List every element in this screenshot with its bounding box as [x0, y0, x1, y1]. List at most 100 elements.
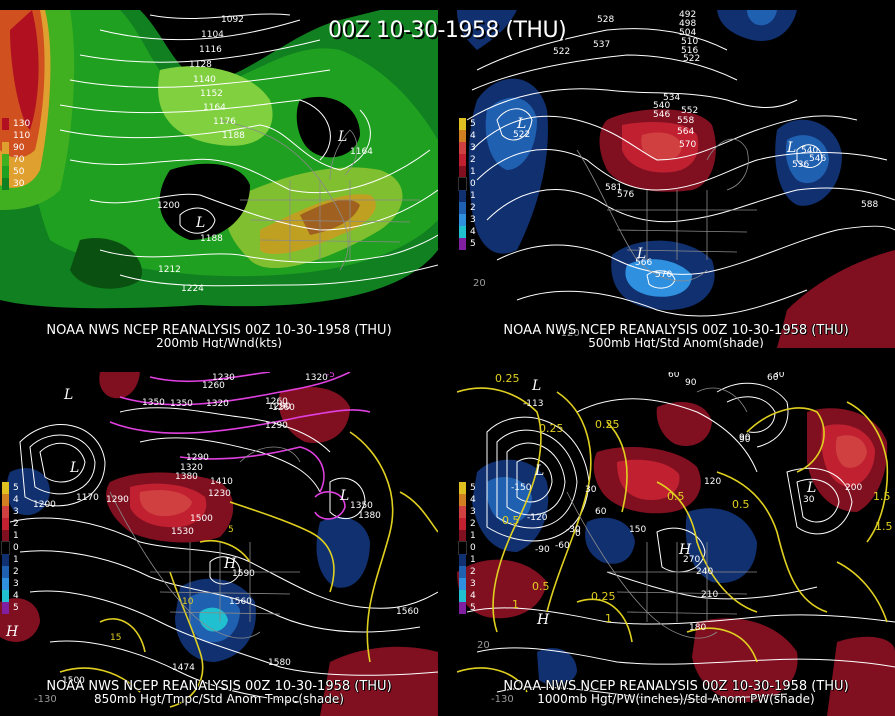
contour-label: 5 [228, 525, 234, 535]
legend-swatch: 1 [459, 190, 493, 202]
low-pressure-marker: L [69, 460, 79, 476]
legend-color [459, 118, 466, 130]
map-500mb: 528 492 498 504 510 516 522 537 522 534 … [457, 10, 895, 348]
low-pressure-marker: L [636, 246, 646, 262]
low-pressure-marker: L [516, 116, 526, 132]
contour-label: -90 [535, 545, 550, 555]
contour-label: 1320 [180, 463, 203, 473]
contour-label: 540 [653, 101, 670, 111]
contour-label: 200 [845, 483, 862, 493]
legend-color [459, 482, 466, 494]
contour-label: 522 [553, 47, 570, 57]
contour-label: 552 [681, 106, 698, 116]
legend-color [2, 602, 9, 614]
legend-color [2, 578, 9, 590]
contour-label: 1350 [142, 398, 165, 408]
legend-color [2, 530, 9, 542]
color-scale-200mb: 130 110 90 70 50 30 [2, 118, 36, 190]
contour-label: 510 [681, 37, 698, 47]
contour-label: 522 [683, 54, 700, 64]
legend-color [458, 177, 467, 191]
contour-labels-200mb: 1092 1104 1116 1128 1140 1152 1164 1176 … [157, 15, 373, 294]
legend-label: 4 [13, 495, 19, 505]
legend-color [459, 214, 466, 226]
legend-swatch: 4 [459, 590, 493, 602]
contour-label: 60 [595, 507, 607, 517]
contour-label: 1290 [106, 495, 129, 505]
panel-500mb: 528 492 498 504 510 516 522 537 522 534 … [457, 10, 895, 348]
legend-swatch: 5 [2, 482, 36, 494]
legend-color [459, 190, 466, 202]
contour-label: 0.25 [495, 372, 520, 385]
legend-swatch: 3 [459, 506, 493, 518]
legend-swatch: 1 [459, 530, 493, 542]
legend-label: 4 [470, 227, 476, 237]
contour-labels-1000mb: 0.25 0.25 0.25 0.5 0.5 0.5 0.5 1 1 1.5 1… [477, 372, 893, 705]
contour-label: 546 [653, 110, 670, 120]
legend-color [459, 154, 466, 166]
contour-label: 60 [767, 373, 779, 383]
legend-label: 2 [470, 155, 476, 165]
high-pressure-marker: H [678, 542, 692, 558]
map-200mb: 1092 1104 1116 1128 1140 1152 1164 1176 … [0, 10, 438, 348]
legend-label: 1 [13, 555, 19, 565]
legend-swatch: 3 [459, 578, 493, 590]
contour-label: 1128 [189, 60, 212, 70]
contour-label: 1 [605, 612, 612, 625]
panel-caption-subtitle: 500mb Hgt/Std Anom(shade) [588, 336, 764, 349]
legend-color [459, 566, 466, 578]
low-pressure-marker: L [339, 488, 349, 504]
legend-color [459, 494, 466, 506]
contour-label: 1.5 [873, 490, 891, 503]
contour-label: 90 [739, 435, 751, 445]
legend-color [459, 142, 466, 154]
contour-label: 576 [617, 190, 634, 200]
contour-label: -30 [566, 525, 581, 535]
contour-label: 270 [683, 555, 700, 565]
legend-swatch: 0 [458, 541, 493, 555]
contour-label: 1474 [172, 663, 195, 673]
legend-swatch: 2 [459, 202, 493, 214]
contour-label: 1170 [76, 493, 99, 503]
contour-label: 540 [801, 146, 818, 156]
contour-label: 1224 [181, 284, 204, 294]
color-scale-850mb: 5 4 3 2 1 0 1 2 3 4 5 [1, 482, 36, 614]
contour-label: 30 [585, 485, 597, 495]
legend-swatch: 4 [459, 494, 493, 506]
legend-label: 3 [13, 507, 19, 517]
legend-label: 0 [470, 543, 476, 553]
contour-label: 1200 [157, 201, 180, 211]
contour-label: 1188 [200, 234, 223, 244]
legend-label: 2 [13, 567, 19, 577]
legend-color [2, 482, 9, 494]
legend-color [2, 494, 9, 506]
contour-labels-850mb: 1230 1320 1260 1290 1350 1320 1290 1320 … [33, 372, 419, 705]
legend-label: 5 [470, 603, 476, 613]
legend-color [2, 506, 9, 518]
contour-label: 498 [679, 19, 696, 29]
legend-color [459, 530, 466, 542]
panel-caption-title: NOAA NWS NCEP REANALYSIS 00Z 10-30-1958 … [46, 679, 392, 694]
legend-swatch: 4 [2, 494, 36, 506]
legend-swatch: 3 [2, 506, 36, 518]
legend-swatch: 5 [459, 602, 493, 614]
high-pressure-marker: H [223, 556, 237, 572]
legend-swatch: 30 [2, 178, 36, 190]
contour-label: 90 [739, 433, 751, 443]
contour-label: -150 [511, 483, 532, 493]
contour-label: 180 [689, 623, 706, 633]
contour-label: 537 [593, 40, 610, 50]
legend-swatch: 0 [1, 541, 36, 555]
contour-label: 1350 [170, 399, 193, 409]
legend-swatch: 1 [2, 530, 36, 542]
color-scale-500mb: 5 4 3 2 1 0 1 2 3 4 5 [458, 118, 493, 250]
contour-label: 1212 [158, 265, 181, 275]
contour-label: 1260 [272, 403, 295, 413]
legend-color [2, 142, 9, 154]
contour-label: 570 [679, 140, 696, 150]
contour-label: 1290 [186, 453, 209, 463]
contour-label: 30 [803, 495, 815, 505]
contour-label: -5 [326, 372, 335, 380]
panel-caption-title: NOAA NWS NCEP REANALYSIS 00Z 10-30-1958 … [503, 323, 849, 338]
contour-label: 1260 [202, 381, 225, 391]
